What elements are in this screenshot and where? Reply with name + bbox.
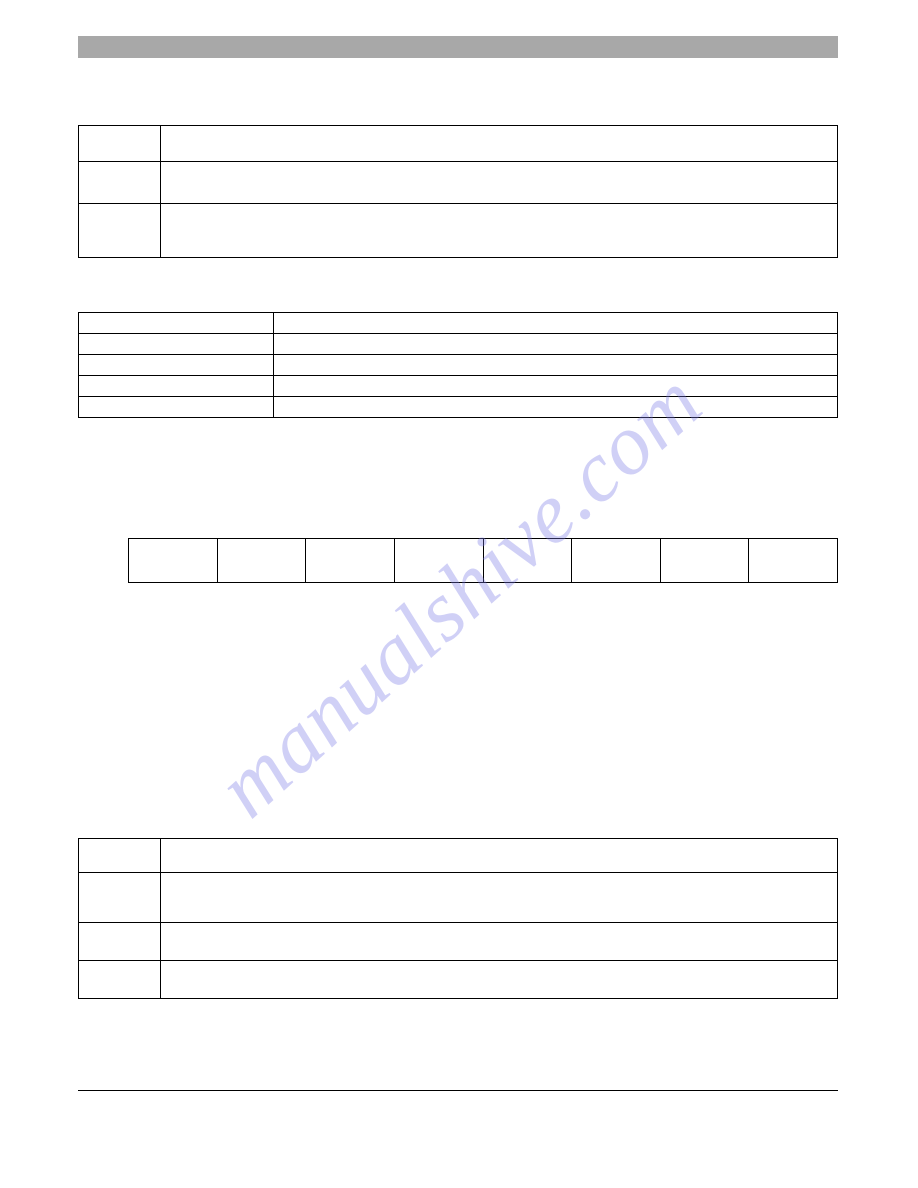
table-cell	[79, 923, 161, 961]
table-4	[78, 838, 838, 999]
table-cell	[79, 334, 274, 355]
watermark-text: manualshive.com	[197, 351, 721, 836]
table-row	[79, 162, 838, 204]
table-cell	[79, 961, 161, 999]
table-row	[79, 126, 838, 162]
table-cell	[274, 313, 838, 334]
table-cell	[660, 539, 749, 583]
table-row	[79, 376, 838, 397]
table-cell	[79, 204, 161, 258]
table-cell	[161, 204, 838, 258]
table-row	[79, 204, 838, 258]
table-row	[79, 355, 838, 376]
table-cell	[572, 539, 661, 583]
table-cell	[749, 539, 838, 583]
table-row	[79, 839, 838, 873]
table-cell	[274, 376, 838, 397]
table-cell	[274, 397, 838, 418]
table-row	[79, 334, 838, 355]
table-row	[79, 873, 838, 923]
table-cell	[306, 539, 395, 583]
table-cell	[79, 397, 274, 418]
footer-divider	[78, 1090, 838, 1091]
table-3	[128, 538, 838, 583]
table-cell	[79, 313, 274, 334]
table-cell	[79, 162, 161, 204]
table-cell	[161, 839, 838, 873]
table-cell	[79, 355, 274, 376]
table-cell	[79, 126, 161, 162]
table-row	[79, 313, 838, 334]
table-cell	[161, 873, 838, 923]
table-cell	[483, 539, 572, 583]
table-row	[79, 961, 838, 999]
table-cell	[274, 355, 838, 376]
table-row	[129, 539, 838, 583]
table-cell	[79, 376, 274, 397]
table-cell	[161, 961, 838, 999]
table-cell	[161, 923, 838, 961]
table-2	[78, 312, 838, 418]
table-cell	[129, 539, 218, 583]
table-cell	[161, 162, 838, 204]
table-1	[78, 125, 838, 258]
table-row	[79, 397, 838, 418]
table-cell	[274, 334, 838, 355]
header-bar	[78, 36, 838, 58]
table-cell	[161, 126, 838, 162]
table-row	[79, 923, 838, 961]
table-cell	[79, 839, 161, 873]
table-cell	[217, 539, 306, 583]
table-cell	[394, 539, 483, 583]
table-cell	[79, 873, 161, 923]
